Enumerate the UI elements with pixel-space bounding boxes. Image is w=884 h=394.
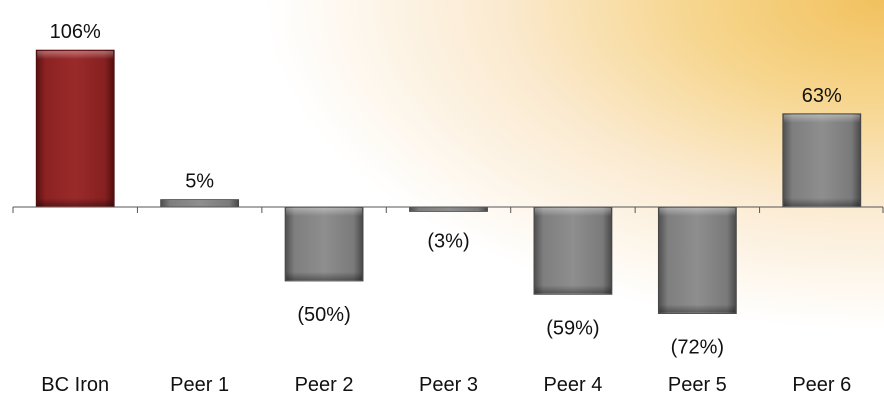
bar-bottom-bevel: [659, 304, 736, 313]
data-label: 5%: [185, 171, 214, 193]
data-label: 63%: [802, 85, 842, 107]
bar-body: [782, 113, 862, 208]
bar-bottom-bevel: [783, 198, 860, 206]
bar-body: [409, 206, 488, 212]
bar-peer-4: [533, 206, 613, 295]
bar-top-bevel: [286, 208, 363, 216]
category-label: Peer 5: [668, 374, 727, 394]
bar-peer-2: [284, 206, 364, 282]
x-axis: [12, 206, 884, 213]
bar-body: [657, 206, 737, 314]
bar-top-bevel: [534, 208, 611, 216]
category-labels-group: BC Iron Peer 1 Peer 2 Peer 3 Peer 4 Peer 5 Pee…: [41, 374, 851, 394]
bar-bottom-bevel: [534, 285, 611, 294]
bar-body: [35, 49, 115, 208]
bar-top-bevel: [783, 114, 860, 123]
data-labels-group: 106% 5% (50%) (3%) (59%) (72%) 63%: [50, 21, 842, 358]
category-label: Peer 4: [543, 374, 602, 394]
category-label: Peer 2: [295, 374, 354, 394]
bar-bottom-bevel: [286, 272, 363, 280]
bar-peer-6: [782, 113, 862, 208]
data-label: (59%): [546, 317, 599, 339]
bar-peer-5: [657, 206, 737, 314]
data-label: (3%): [427, 230, 469, 252]
bar-peer-1: [160, 199, 240, 208]
bar-body: [160, 199, 240, 208]
bars-group: [35, 49, 862, 314]
data-label: (72%): [671, 337, 724, 359]
data-label: (50%): [297, 304, 350, 326]
bar-top-bevel: [659, 208, 736, 216]
bar-body: [284, 206, 364, 282]
category-label: BC Iron: [41, 374, 109, 394]
category-label: Peer 1: [170, 374, 229, 394]
bar-bc-iron: [35, 49, 115, 208]
category-label: Peer 3: [419, 374, 478, 394]
bar-top-bevel: [37, 51, 114, 60]
bar-peer-3: [409, 206, 488, 212]
category-label: Peer 6: [792, 374, 851, 394]
data-label: 106%: [50, 21, 101, 43]
bar-bottom-bevel: [37, 198, 114, 206]
bar-body: [533, 206, 613, 295]
